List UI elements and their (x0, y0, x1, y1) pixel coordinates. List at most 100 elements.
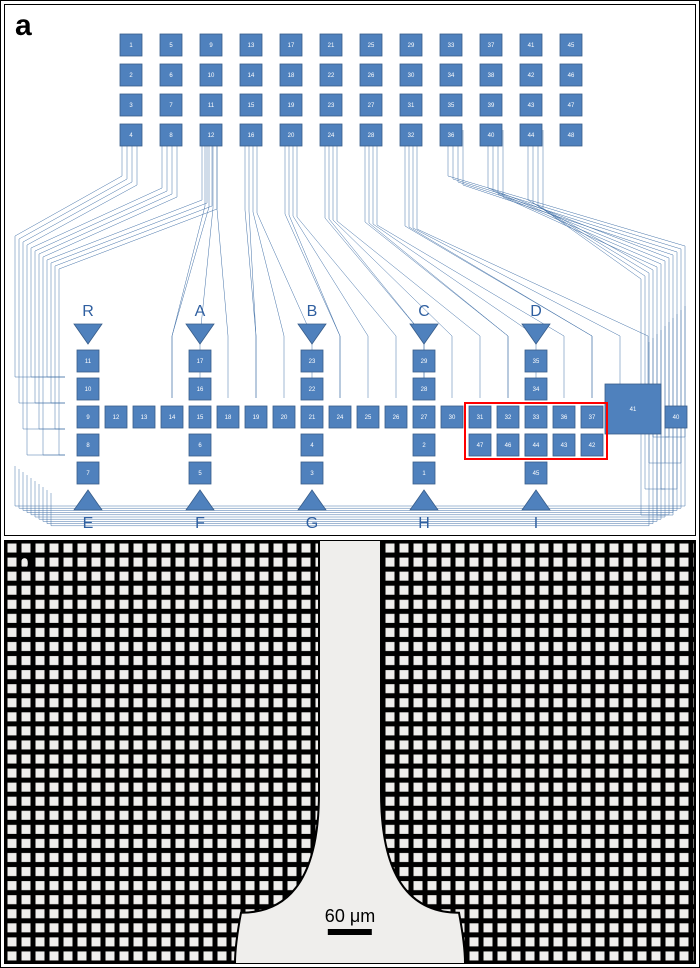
electrode-number: 16 (197, 387, 204, 393)
contact-pad-number: 17 (288, 43, 295, 49)
contact-pad-number: 36 (448, 133, 455, 139)
pillar-left (5, 541, 319, 963)
electrode-number: 13 (141, 415, 148, 421)
contact-pad-number: 13 (248, 43, 255, 49)
contact-pad-number: 46 (568, 73, 575, 79)
electrode-number: 15 (197, 415, 204, 421)
inlet-triangle-icon (410, 324, 438, 344)
outlet-triangle-icon (522, 490, 550, 510)
contact-pad-number: 18 (288, 73, 295, 79)
port-label-bottom: H (418, 515, 430, 532)
electrode-number: 12 (113, 415, 120, 421)
electrode-number: 26 (393, 415, 400, 421)
contact-pad-number: 29 (408, 43, 415, 49)
electrode-number: 43 (561, 443, 568, 449)
electrode-number: 29 (421, 359, 428, 365)
electrode-number: 20 (281, 415, 288, 421)
electrode-number: 32 (505, 415, 512, 421)
large-electrode-number: 41 (630, 407, 637, 413)
electrode-number: 36 (561, 415, 568, 421)
contact-pad-number: 11 (208, 103, 215, 109)
contact-pad-number: 19 (288, 103, 295, 109)
panel-b-svg (5, 541, 695, 963)
electrode-number: 45 (533, 471, 540, 477)
electrode-number: 17 (197, 359, 204, 365)
pillar-right (381, 541, 695, 963)
figure-container: a 15913172125293337414526101418222630343… (0, 0, 700, 968)
electrode-number: 30 (449, 415, 456, 421)
outlet-triangle-icon (186, 490, 214, 510)
contact-pad-number: 35 (448, 103, 455, 109)
inlet-triangle-icon (74, 324, 102, 344)
panel-a-svg: 1591317212529333741452610141822263034384… (5, 5, 695, 535)
scale-bar-line (328, 929, 372, 935)
contact-pad-number: 26 (368, 73, 375, 79)
contact-pad-number: 30 (408, 73, 415, 79)
contact-pad-number: 32 (408, 133, 415, 139)
electrode-number: 22 (309, 387, 316, 393)
electrode-number: 44 (533, 443, 540, 449)
contact-pad-number: 31 (408, 103, 415, 109)
contact-pad-number: 45 (568, 43, 575, 49)
outlet-triangle-icon (410, 490, 438, 510)
contact-pad-number: 43 (528, 103, 535, 109)
electrode-number: 28 (421, 387, 428, 393)
port-label-bottom: G (306, 515, 318, 532)
electrode-number: 37 (589, 415, 596, 421)
inlet-triangle-icon (186, 324, 214, 344)
electrode-number: 35 (533, 359, 540, 365)
electrode-number: 11 (85, 359, 92, 365)
outlet-triangle-icon (298, 490, 326, 510)
port-label-top: B (307, 303, 318, 320)
electrode-number: 31 (477, 415, 484, 421)
panel-a: a 15913172125293337414526101418222630343… (4, 4, 696, 536)
contact-pad-number: 37 (488, 43, 495, 49)
port-label-top: C (418, 303, 430, 320)
contact-pad-number: 27 (368, 103, 375, 109)
port-label-bottom: E (83, 515, 94, 532)
electrode-number: 25 (365, 415, 372, 421)
electrode-number: 21 (309, 415, 316, 421)
electrode-number: 10 (85, 387, 92, 393)
inlet-triangle-icon (298, 324, 326, 344)
electrode-number: 47 (477, 443, 484, 449)
port-label-top: D (530, 303, 542, 320)
contact-pad-number: 40 (488, 133, 495, 139)
electrode-number: 24 (337, 415, 344, 421)
contact-pad-number: 14 (248, 73, 255, 79)
electrode-number: 23 (309, 359, 316, 365)
contact-pad-number: 39 (488, 103, 495, 109)
contact-pad-number: 23 (328, 103, 335, 109)
contact-pad-number: 48 (568, 133, 575, 139)
scale-bar: 60 μm (325, 906, 375, 935)
electrode-number: 19 (253, 415, 260, 421)
electrode-number: 33 (533, 415, 540, 421)
contact-pad-number: 47 (568, 103, 575, 109)
contact-pad-number: 20 (288, 133, 295, 139)
electrode-number: 27 (421, 415, 428, 421)
contact-pad-number: 10 (208, 73, 215, 79)
contact-pad-number: 16 (248, 133, 255, 139)
panel-b: b 60 μm (4, 540, 696, 964)
inlet-triangle-icon (522, 324, 550, 344)
scale-bar-text: 60 μm (325, 906, 375, 926)
contact-pad-number: 15 (248, 103, 255, 109)
contact-pad-number: 33 (448, 43, 455, 49)
contact-pad-number: 24 (328, 133, 335, 139)
port-label-top: R (82, 303, 94, 320)
port-label-bottom: F (195, 515, 205, 532)
contact-pad-number: 12 (208, 133, 215, 139)
contact-pad-number: 22 (328, 73, 335, 79)
contact-pad-number: 38 (488, 73, 495, 79)
panel-a-label: a (15, 9, 32, 43)
electrode-number: 18 (225, 415, 232, 421)
electrode-number: 42 (589, 443, 596, 449)
contact-pad-number: 41 (528, 43, 535, 49)
contact-pad-number: 21 (328, 43, 335, 49)
electrode-number: 34 (533, 387, 540, 393)
contact-pad-number: 28 (368, 133, 375, 139)
electrode-number: 40 (673, 415, 680, 421)
port-label-top: A (195, 303, 206, 320)
contact-pad-number: 34 (448, 73, 455, 79)
contact-pad-number: 42 (528, 73, 535, 79)
